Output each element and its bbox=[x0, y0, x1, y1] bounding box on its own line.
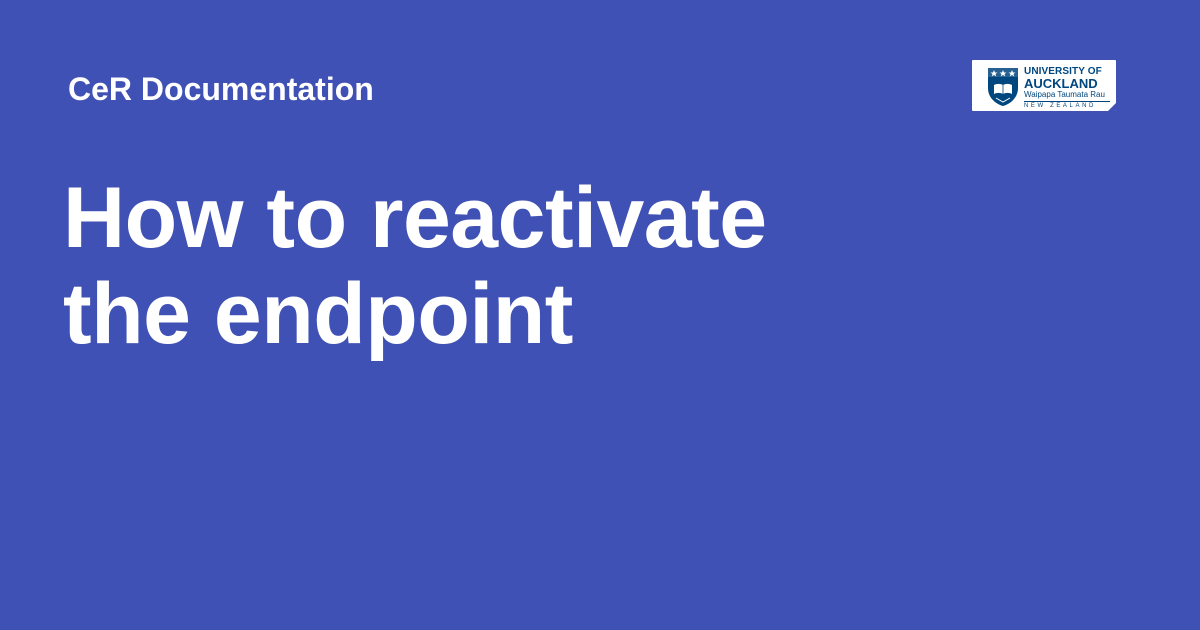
logo-line-country: NEW ZEALAND bbox=[1024, 103, 1096, 109]
page-title-line-1: How to reactivate bbox=[63, 170, 767, 266]
page-title: How to reactivate the endpoint bbox=[63, 170, 963, 362]
logo-line-auckland: AUCKLAND bbox=[1024, 76, 1098, 91]
logo-line-university-of: UNIVERSITY OF bbox=[1024, 66, 1102, 77]
logo-divider bbox=[1024, 101, 1110, 102]
university-crest-icon bbox=[988, 68, 1116, 111]
logo-wordmark: UNIVERSITY OF AUCKLAND Waipapa Taumata R… bbox=[1024, 66, 1112, 110]
logo-line-maori-name: Waipapa Taumata Rau bbox=[1024, 90, 1105, 99]
site-name: CeR Documentation bbox=[68, 71, 374, 107]
university-logo: UNIVERSITY OF AUCKLAND Waipapa Taumata R… bbox=[972, 60, 1116, 111]
page-title-line-2: the endpoint bbox=[63, 266, 573, 362]
